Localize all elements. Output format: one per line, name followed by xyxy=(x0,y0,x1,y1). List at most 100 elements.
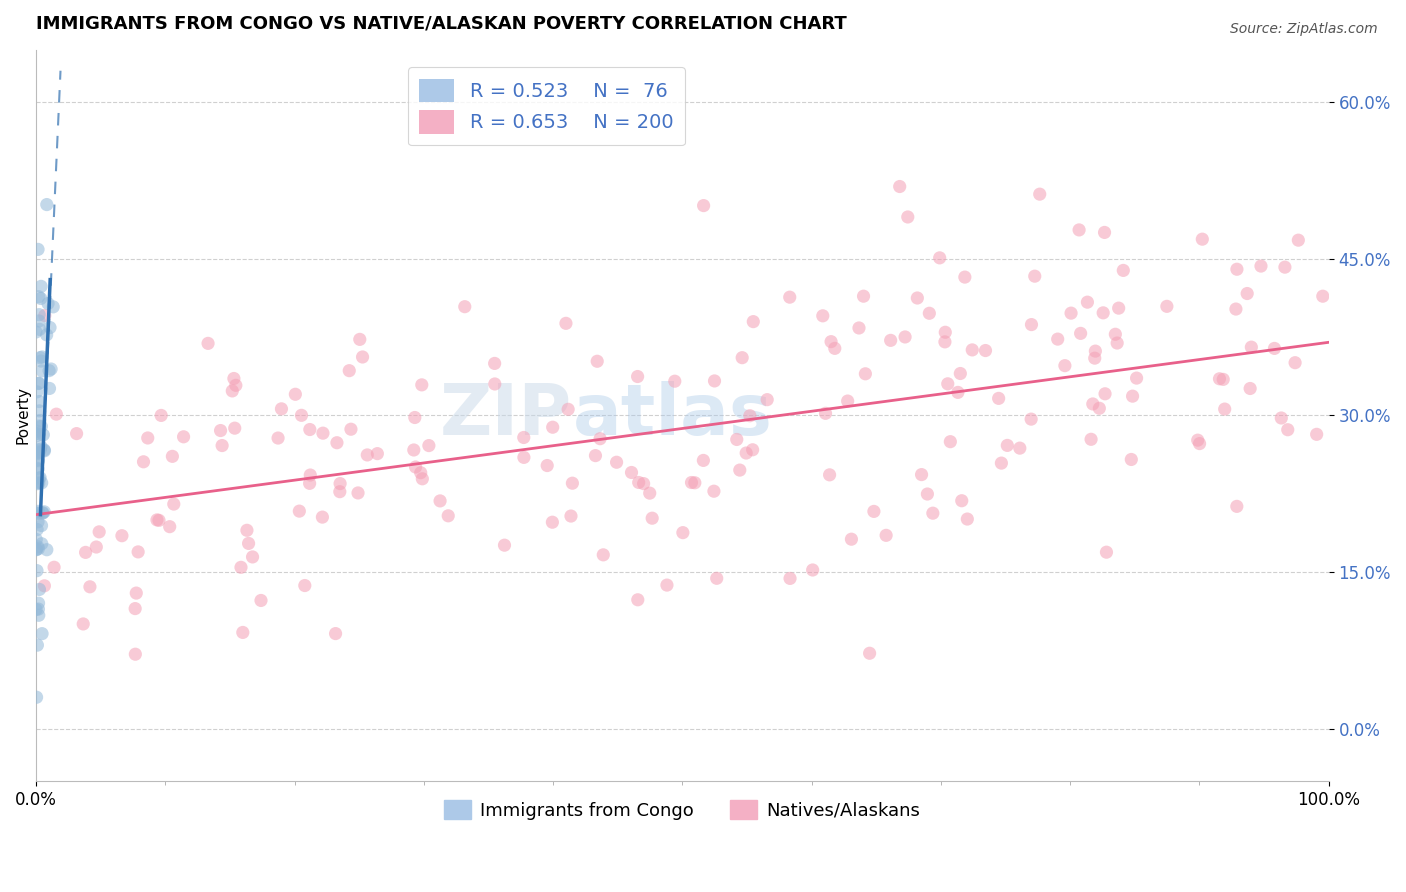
Point xyxy=(150,409,173,423)
Point xyxy=(905,291,928,305)
Point xyxy=(742,315,765,329)
Point xyxy=(1024,269,1046,284)
Point xyxy=(329,476,352,491)
Point xyxy=(995,438,1018,452)
Point xyxy=(37,296,59,310)
Point xyxy=(818,467,841,482)
Point xyxy=(222,371,245,385)
Point xyxy=(811,309,834,323)
Point xyxy=(852,289,875,303)
Point xyxy=(589,432,612,446)
Point xyxy=(585,449,607,463)
Point xyxy=(939,434,962,449)
Point xyxy=(28,413,51,427)
Point xyxy=(1060,306,1083,320)
Text: atlas: atlas xyxy=(572,381,772,450)
Point xyxy=(741,442,763,457)
Point xyxy=(250,593,273,607)
Point xyxy=(25,542,48,557)
Point xyxy=(934,334,956,349)
Point xyxy=(125,586,148,600)
Point xyxy=(1108,301,1130,315)
Point xyxy=(987,392,1010,406)
Point xyxy=(606,455,628,469)
Point xyxy=(910,467,932,482)
Point xyxy=(242,549,264,564)
Point xyxy=(1225,301,1247,316)
Point xyxy=(1021,318,1043,332)
Point xyxy=(429,494,451,508)
Y-axis label: Poverty: Poverty xyxy=(15,386,31,444)
Point xyxy=(45,407,67,421)
Point xyxy=(1213,402,1236,417)
Point xyxy=(25,461,48,475)
Point xyxy=(402,442,425,457)
Point xyxy=(294,578,316,592)
Point xyxy=(1250,259,1272,273)
Point xyxy=(232,625,254,640)
Point xyxy=(1122,389,1144,403)
Point xyxy=(801,563,824,577)
Point xyxy=(454,300,477,314)
Point xyxy=(238,536,260,550)
Point xyxy=(638,486,661,500)
Point xyxy=(28,322,51,336)
Point xyxy=(27,453,49,467)
Point xyxy=(875,528,897,542)
Point xyxy=(405,460,427,475)
Point xyxy=(437,508,460,523)
Point xyxy=(703,484,725,499)
Point xyxy=(858,646,880,660)
Point xyxy=(35,197,58,211)
Point xyxy=(626,369,648,384)
Point xyxy=(1046,332,1069,346)
Point xyxy=(27,596,49,610)
Point xyxy=(27,442,49,457)
Point xyxy=(1121,452,1143,467)
Point xyxy=(409,466,432,480)
Point xyxy=(418,439,440,453)
Point xyxy=(31,364,53,378)
Point xyxy=(162,450,184,464)
Point xyxy=(75,545,97,559)
Point xyxy=(28,476,51,491)
Point xyxy=(841,532,863,546)
Point xyxy=(28,394,51,409)
Point xyxy=(27,445,49,459)
Point xyxy=(298,476,321,491)
Point xyxy=(949,367,972,381)
Point xyxy=(27,507,49,521)
Point xyxy=(28,471,51,485)
Point xyxy=(31,350,53,364)
Point xyxy=(934,326,956,340)
Point xyxy=(1067,223,1090,237)
Point xyxy=(655,578,678,592)
Point xyxy=(592,548,614,562)
Point xyxy=(1081,397,1104,411)
Point xyxy=(848,321,870,335)
Point xyxy=(692,453,714,467)
Point xyxy=(1187,433,1209,447)
Point xyxy=(84,540,107,554)
Point xyxy=(31,626,53,640)
Point xyxy=(347,486,370,500)
Point xyxy=(484,356,506,370)
Point xyxy=(950,493,973,508)
Point xyxy=(918,306,941,320)
Point xyxy=(1188,436,1211,450)
Point xyxy=(703,374,725,388)
Point xyxy=(513,430,536,444)
Point xyxy=(236,524,259,538)
Point xyxy=(225,378,247,392)
Point xyxy=(756,392,779,407)
Point xyxy=(706,571,728,585)
Point xyxy=(779,290,801,304)
Point xyxy=(664,374,686,388)
Point xyxy=(1286,233,1309,247)
Point xyxy=(30,292,52,306)
Point xyxy=(1270,411,1292,425)
Point xyxy=(1088,401,1111,416)
Point xyxy=(326,435,349,450)
Point xyxy=(731,351,754,365)
Point xyxy=(32,442,55,457)
